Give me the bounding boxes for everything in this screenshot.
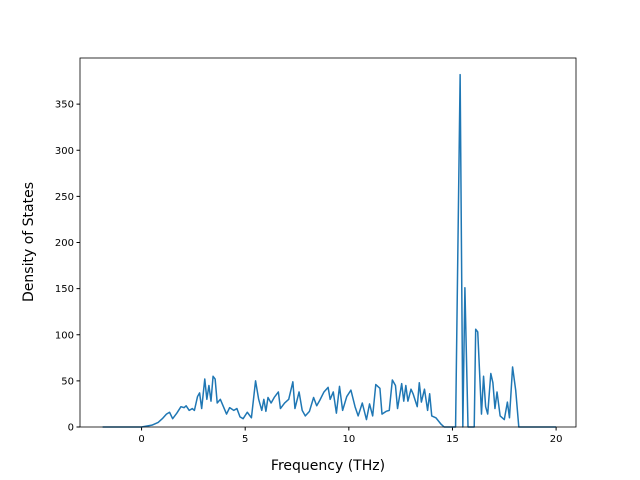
plot-frame bbox=[79, 57, 577, 428]
y-tick-label: 200 bbox=[55, 238, 74, 249]
y-tick-label: 250 bbox=[55, 192, 74, 203]
data-line bbox=[102, 73, 557, 428]
y-tick-label: 100 bbox=[55, 330, 74, 341]
y-tick-label: 350 bbox=[55, 100, 74, 111]
y-axis-label: Density of States bbox=[21, 182, 37, 302]
y-tick-label: 0 bbox=[68, 423, 74, 434]
x-tick-label: 15 bbox=[446, 434, 459, 445]
y-tick-label: 300 bbox=[55, 146, 74, 157]
x-axis-label: Frequency (THz) bbox=[271, 458, 385, 474]
y-tick-label: 150 bbox=[55, 284, 74, 295]
x-tick-label: 10 bbox=[342, 434, 355, 445]
x-tick-label: 0 bbox=[138, 434, 144, 445]
x-tick-label: 20 bbox=[550, 434, 563, 445]
y-tick-label: 50 bbox=[61, 376, 74, 387]
x-tick-label: 5 bbox=[242, 434, 248, 445]
